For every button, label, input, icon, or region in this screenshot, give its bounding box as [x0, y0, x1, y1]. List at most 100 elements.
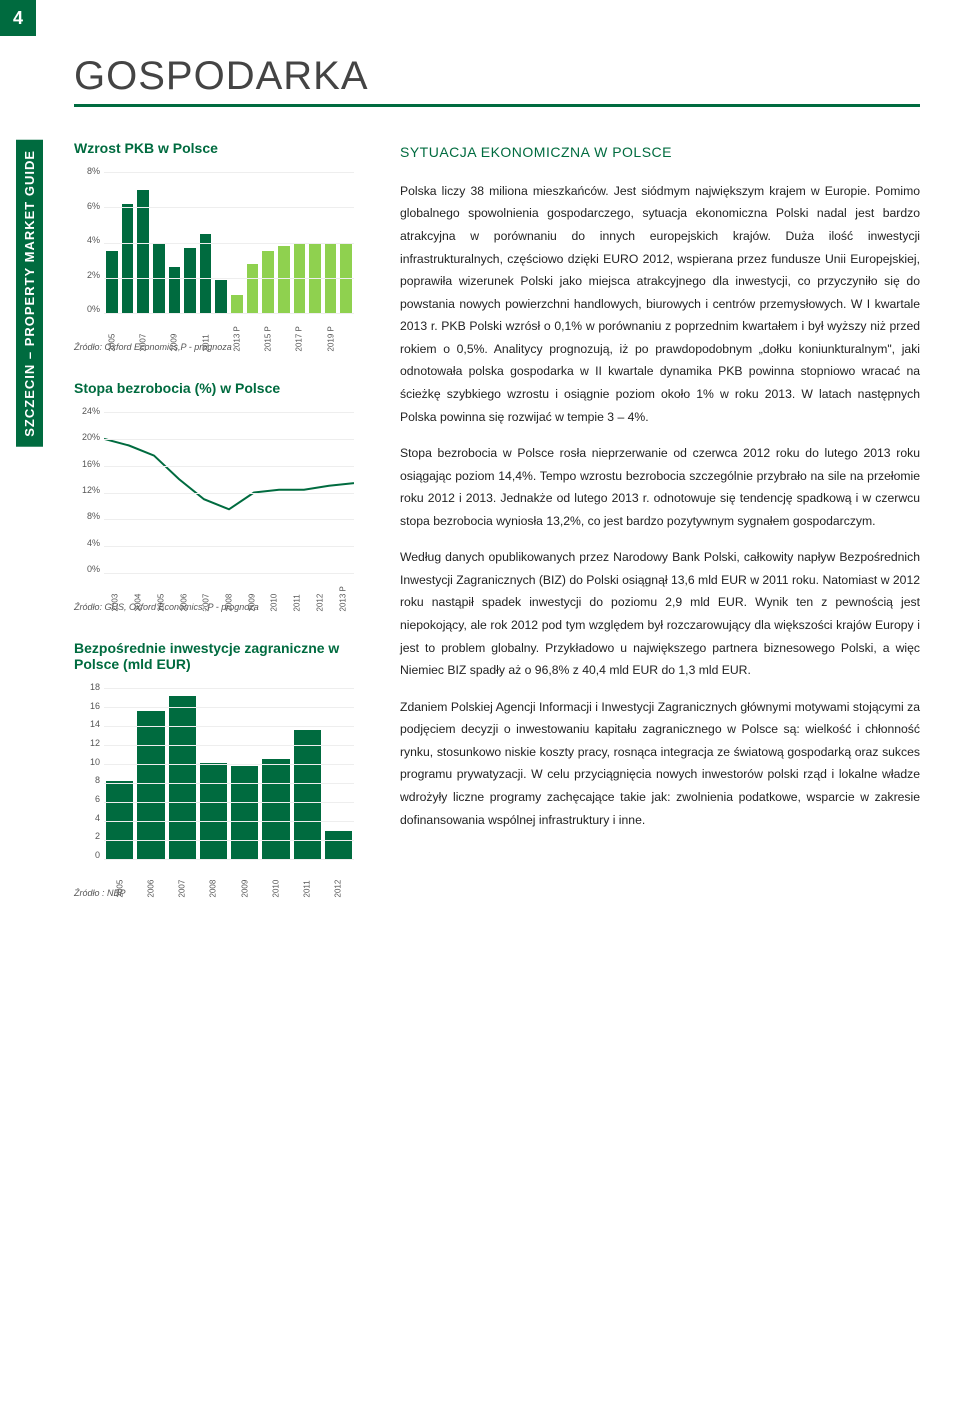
y-tick: 2 — [74, 831, 100, 841]
line-path — [104, 439, 354, 509]
x-tick — [123, 340, 132, 352]
grid-line — [104, 688, 354, 689]
x-tick — [217, 340, 226, 352]
y-tick: 12 — [74, 738, 100, 748]
bar — [325, 831, 352, 859]
bar — [247, 264, 259, 313]
unemp-x-axis: 2003200420052006200720082009201020112012… — [104, 589, 354, 598]
y-tick: 8% — [74, 511, 100, 521]
grid-line — [104, 412, 354, 413]
y-tick: 0 — [74, 850, 100, 860]
y-tick: 18 — [74, 682, 100, 692]
paragraph-4: Zdaniem Polskiej Agencji Informacji i In… — [400, 696, 920, 831]
y-tick: 0% — [74, 564, 100, 574]
grid-line — [104, 466, 354, 467]
grid-line — [104, 313, 354, 314]
bar — [262, 759, 289, 859]
grid-line — [104, 546, 354, 547]
grid-line — [104, 745, 354, 746]
paragraph-1: Polska liczy 38 miliona mieszkańców. Jes… — [400, 180, 920, 428]
x-tick: 2015 P — [264, 340, 273, 352]
bar — [231, 766, 258, 859]
bar — [215, 280, 227, 313]
x-tick: 2010 — [270, 600, 279, 612]
y-tick: 16% — [74, 459, 100, 469]
x-tick: 2007 — [139, 340, 148, 352]
gdp-chart-title: Wzrost PKB w Polsce — [74, 140, 374, 156]
x-tick: 2012 — [315, 600, 324, 612]
x-tick: 2013 P — [338, 600, 347, 612]
bar — [169, 696, 196, 859]
grid-line — [104, 707, 354, 708]
fdi-x-axis: 20052006200720082009201020112012 — [104, 875, 354, 884]
x-tick: 2011 — [303, 886, 312, 898]
bar — [200, 763, 227, 859]
unemp-y-axis: 24%20%16%12%8%4%0% — [74, 406, 100, 574]
y-tick: 6 — [74, 794, 100, 804]
paragraph-3: Według danych opublikowanych przez Narod… — [400, 546, 920, 681]
page-title: GOSPODARKA — [74, 54, 369, 99]
fdi-chart-block: Bezpośrednie inwestycje zagraniczne w Po… — [74, 640, 374, 898]
x-tick: 2009 — [170, 340, 179, 352]
gdp-chart: 8%6%4%2%0% 20052007200920112013 P2015 P2… — [74, 166, 354, 336]
y-tick: 20% — [74, 432, 100, 442]
gdp-y-axis: 8%6%4%2%0% — [74, 166, 100, 314]
fdi-y-axis: 181614121086420 — [74, 682, 100, 860]
x-tick: 2010 — [271, 886, 280, 898]
bar — [278, 246, 290, 313]
grid-line — [104, 243, 354, 244]
grid-line — [104, 207, 354, 208]
y-tick: 4% — [74, 235, 100, 245]
x-tick: 2009 — [240, 886, 249, 898]
bar — [169, 267, 181, 313]
x-tick: 2004 — [134, 600, 143, 612]
grid-line — [104, 493, 354, 494]
x-tick — [342, 340, 351, 352]
x-tick — [310, 340, 319, 352]
left-column: Wzrost PKB w Polsce 8%6%4%2%0% 200520072… — [74, 140, 374, 926]
y-tick: 8 — [74, 775, 100, 785]
paragraph-2: Stopa bezrobocia w Polsce rosła nieprzer… — [400, 442, 920, 532]
bar — [262, 251, 274, 313]
x-tick: 2009 — [247, 600, 256, 612]
x-tick: 2005 — [107, 340, 116, 352]
bar — [200, 234, 212, 313]
grid-line — [104, 783, 354, 784]
x-tick: 2003 — [111, 600, 120, 612]
grid-line — [104, 726, 354, 727]
x-tick — [154, 340, 163, 352]
x-tick — [185, 340, 194, 352]
x-tick: 2007 — [202, 600, 211, 612]
fdi-bars — [104, 688, 354, 859]
x-tick: 2006 — [179, 600, 188, 612]
y-tick: 16 — [74, 701, 100, 711]
y-tick: 12% — [74, 485, 100, 495]
y-tick: 8% — [74, 166, 100, 176]
grid-line — [104, 764, 354, 765]
x-tick — [279, 340, 288, 352]
x-tick: 2006 — [146, 886, 155, 898]
y-tick: 24% — [74, 406, 100, 416]
y-tick: 0% — [74, 304, 100, 314]
x-tick: 2019 P — [326, 340, 335, 352]
unemp-plot-area — [104, 412, 354, 574]
y-tick: 10 — [74, 757, 100, 767]
x-tick: 2011 — [201, 340, 210, 352]
x-tick: 2017 P — [295, 340, 304, 352]
bar — [184, 248, 196, 313]
fdi-chart: 181614121086420 200520062007200820092010… — [74, 682, 354, 882]
y-tick: 6% — [74, 201, 100, 211]
unemp-chart: 24%20%16%12%8%4%0% 200320042005200620072… — [74, 406, 354, 596]
x-tick: 2005 — [115, 886, 124, 898]
grid-line — [104, 840, 354, 841]
x-tick: 2012 — [334, 886, 343, 898]
bar — [137, 711, 164, 859]
x-tick: 2008 — [224, 600, 233, 612]
grid-line — [104, 821, 354, 822]
y-tick: 14 — [74, 719, 100, 729]
title-rule — [74, 104, 920, 107]
gdp-x-axis: 20052007200920112013 P2015 P2017 P2019 P — [104, 329, 354, 338]
x-tick: 2005 — [156, 600, 165, 612]
fdi-chart-title: Bezpośrednie inwestycje zagraniczne w Po… — [74, 640, 374, 672]
unemp-chart-block: Stopa bezrobocia (%) w Polsce 24%20%16%1… — [74, 380, 374, 612]
